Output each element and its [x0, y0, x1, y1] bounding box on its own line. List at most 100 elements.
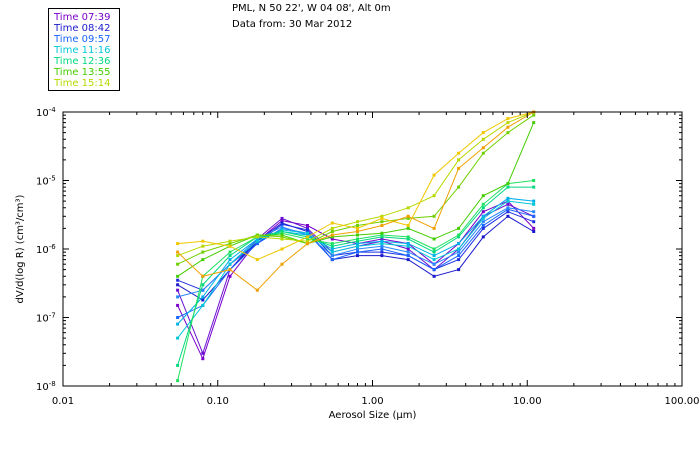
- data-point: [481, 206, 485, 210]
- data-point: [176, 288, 180, 292]
- legend-item: Time 08:42: [54, 23, 111, 34]
- data-point: [201, 298, 205, 302]
- data-point: [481, 202, 485, 206]
- data-point: [306, 231, 309, 235]
- series-line: [177, 203, 534, 355]
- plot-frame: [62, 111, 683, 387]
- data-point: [506, 214, 510, 218]
- series-7: [176, 196, 536, 326]
- data-point: [176, 363, 180, 367]
- data-point: [532, 226, 536, 230]
- data-point: [201, 357, 205, 361]
- data-point: [228, 254, 232, 258]
- data-point: [228, 274, 232, 278]
- data-point: [280, 233, 284, 237]
- data-point: [380, 231, 384, 235]
- data-point: [432, 226, 436, 230]
- data-point: [380, 224, 384, 227]
- data-point: [481, 216, 485, 220]
- data-point: [380, 247, 384, 251]
- data-point: [406, 216, 410, 220]
- data-point: [457, 247, 461, 251]
- data-point: [432, 274, 436, 278]
- data-point: [228, 268, 232, 272]
- data-point: [481, 224, 485, 227]
- series-12: [176, 110, 536, 258]
- data-point: [201, 351, 205, 355]
- data-point: [380, 244, 384, 248]
- series-line: [177, 111, 534, 261]
- data-point: [457, 254, 461, 258]
- data-point: [280, 222, 284, 226]
- data-point: [457, 226, 461, 230]
- data-point: [506, 185, 510, 189]
- data-point: [532, 113, 536, 117]
- data-point: [255, 258, 259, 262]
- series-11: [176, 113, 536, 266]
- data-point: [330, 244, 334, 248]
- data-point: [280, 216, 284, 220]
- x-tick-label: 1.00: [361, 396, 383, 407]
- y-tick-label: 10-4: [36, 106, 56, 119]
- data-point: [176, 254, 180, 258]
- data-point: [432, 250, 436, 254]
- axis-layer: 0.01 0.10 1.00 10.00 100.00 10-8 10-7 10-6 10-5 1…: [36, 106, 700, 407]
- data-point: [306, 230, 309, 233]
- data-point: [481, 214, 485, 218]
- data-point: [356, 250, 359, 254]
- data-point: [457, 166, 461, 170]
- data-point: [406, 258, 410, 262]
- data-point: [457, 268, 461, 272]
- data-point: [532, 199, 536, 203]
- data-point: [406, 242, 410, 246]
- data-point: [506, 125, 510, 129]
- x-tick-label: 0.01: [52, 396, 74, 407]
- data-point: [432, 262, 436, 266]
- data-point: [306, 224, 309, 227]
- data-point: [176, 283, 180, 287]
- data-point: [330, 258, 334, 262]
- data-point: [506, 182, 510, 186]
- data-point: [176, 295, 180, 299]
- x-tick-label: 0.10: [207, 396, 229, 407]
- data-point: [532, 185, 536, 189]
- data-point: [356, 233, 359, 237]
- series-line: [177, 180, 534, 381]
- data-point: [532, 179, 536, 182]
- data-point: [201, 283, 205, 287]
- data-point: [201, 288, 205, 292]
- y-tick-label: 10-6: [36, 243, 56, 256]
- data-point: [280, 231, 284, 235]
- series-9: [176, 179, 536, 383]
- legend-item: Time 12:36: [54, 56, 111, 67]
- data-point: [255, 235, 259, 239]
- legend-item: Time 11:16: [54, 45, 111, 56]
- data-point: [432, 254, 436, 258]
- data-point: [306, 228, 309, 232]
- legend-item: Time 13:55: [54, 67, 111, 78]
- data-point: [432, 173, 436, 177]
- data-point: [176, 316, 180, 319]
- data-point: [380, 214, 384, 218]
- data-point: [506, 196, 510, 200]
- data-point: [356, 239, 359, 243]
- data-point: [306, 239, 309, 243]
- data-point: [176, 242, 180, 246]
- data-point: [280, 230, 284, 233]
- data-point: [406, 254, 410, 258]
- data-point: [330, 233, 334, 237]
- data-point: [255, 233, 259, 237]
- data-point: [432, 237, 436, 241]
- data-point: [380, 250, 384, 254]
- data-point: [406, 226, 410, 230]
- data-point: [481, 194, 485, 198]
- data-point: [176, 303, 180, 307]
- data-point: [176, 322, 180, 326]
- data-point: [201, 244, 205, 248]
- data-point: [356, 224, 359, 227]
- data-point: [406, 237, 410, 241]
- data-point: [406, 250, 410, 254]
- data-point: [280, 225, 284, 229]
- data-point: [432, 214, 436, 218]
